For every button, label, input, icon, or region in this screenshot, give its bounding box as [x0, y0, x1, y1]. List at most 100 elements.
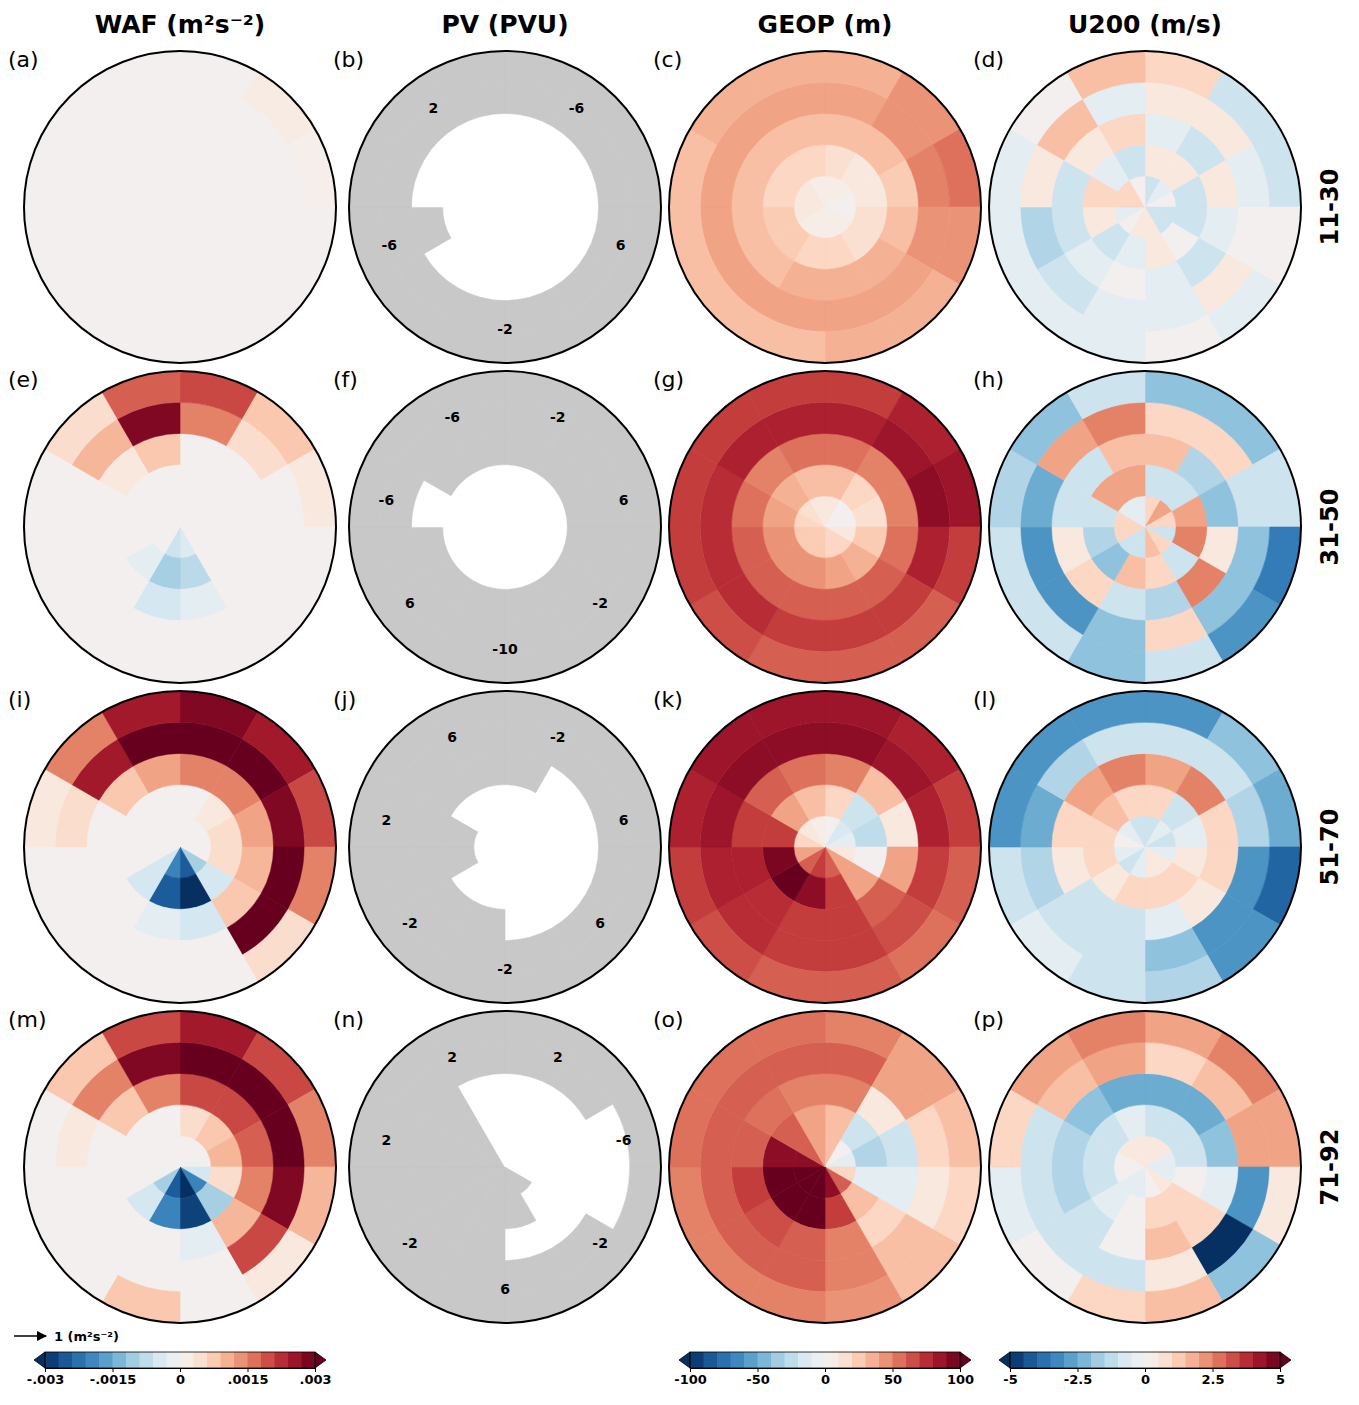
colorbar-extend	[960, 1352, 971, 1368]
panel-letter: (i)	[8, 687, 31, 712]
tick: 0	[821, 1368, 830, 1387]
cell	[370, 72, 443, 145]
tick: 100	[947, 1368, 974, 1387]
colorbar-step	[704, 1352, 718, 1368]
cell	[825, 207, 841, 238]
cell	[1067, 371, 1145, 419]
colorbar-step	[1105, 1352, 1119, 1368]
tick-label: -50	[746, 1372, 770, 1387]
map-panel	[989, 1011, 1301, 1323]
cell	[1129, 1136, 1145, 1167]
cell	[505, 207, 521, 238]
cell	[24, 527, 72, 605]
colorbar-step	[839, 1352, 853, 1368]
cells	[669, 51, 981, 363]
cell	[505, 1151, 536, 1167]
cell	[567, 72, 640, 145]
cell	[1010, 589, 1083, 662]
cell	[180, 207, 196, 238]
cell	[180, 511, 211, 527]
tick: 5	[1276, 1368, 1285, 1387]
cell	[1010, 909, 1083, 982]
row-label: 71-92	[1316, 1129, 1344, 1206]
contour-label: -6	[569, 100, 585, 116]
cell	[24, 207, 72, 285]
colorbar-step	[1024, 1352, 1038, 1368]
cell	[242, 1032, 315, 1105]
column-title: U200 (m/s)	[1068, 10, 1222, 39]
tick-label: 5	[1276, 1372, 1285, 1387]
cell	[180, 831, 211, 847]
cell	[443, 402, 505, 446]
cell	[933, 129, 981, 207]
colorbar-step	[302, 1352, 316, 1368]
colorbar-step	[879, 1352, 893, 1368]
tick: -.0015	[90, 1368, 137, 1387]
colorbar-axis: -100-50050100	[674, 1368, 974, 1387]
tick: -50	[746, 1368, 770, 1387]
colorbar-step	[288, 1352, 302, 1368]
cell	[613, 129, 661, 207]
cells	[349, 371, 661, 683]
cell	[825, 831, 856, 847]
colorbar-axis: -5-2.502.55	[1003, 1368, 1285, 1387]
colorbar-step	[785, 1352, 799, 1368]
cell	[825, 315, 903, 363]
colorbar-step	[1118, 1352, 1132, 1368]
cell	[349, 207, 397, 285]
map-ground	[349, 1011, 661, 1323]
contour-label: -6	[379, 492, 395, 508]
map-ground	[669, 51, 981, 363]
colorbar-step	[1253, 1352, 1267, 1368]
colorbar-step	[1199, 1352, 1213, 1368]
cell	[102, 51, 180, 99]
cell	[180, 635, 258, 683]
cell	[505, 315, 583, 363]
row-label: 51-70	[1316, 809, 1344, 886]
cell	[45, 269, 118, 342]
map-ground	[349, 51, 661, 363]
map-panel: 2-6-26-222	[349, 1011, 661, 1323]
cell	[613, 1089, 661, 1167]
contour-label: -2	[497, 961, 513, 977]
cell	[1145, 191, 1176, 207]
cell	[794, 1167, 825, 1183]
cell	[1253, 769, 1301, 847]
cell	[825, 191, 856, 207]
contour-label: -2	[550, 729, 566, 745]
cell	[690, 72, 763, 145]
tick-label: -.003	[27, 1372, 64, 1387]
cell	[887, 1032, 960, 1105]
cell	[1114, 207, 1145, 223]
tick: -100	[674, 1368, 707, 1387]
contour-label: 6	[405, 595, 415, 611]
tick: 2.5	[1201, 1368, 1224, 1387]
cell	[242, 712, 315, 785]
tick-label: 100	[947, 1372, 974, 1387]
map-panel	[669, 51, 981, 363]
cells	[989, 51, 1301, 363]
colorbar-step	[1091, 1352, 1105, 1368]
panel-letter: (g)	[653, 367, 684, 392]
map-panel	[669, 371, 981, 683]
cell	[1114, 1167, 1145, 1183]
cell	[489, 496, 505, 527]
cell	[690, 909, 763, 982]
cell	[45, 589, 118, 662]
cell	[1207, 72, 1280, 145]
cell	[1067, 1011, 1145, 1059]
colorbar-step	[717, 1352, 731, 1368]
cell	[370, 712, 443, 785]
colorbar-step	[59, 1352, 73, 1368]
cell	[45, 712, 118, 785]
map-panel	[669, 1011, 981, 1323]
colorbar-step	[758, 1352, 772, 1368]
cell	[1145, 1151, 1176, 1167]
cell	[24, 847, 72, 925]
cell	[1207, 1229, 1280, 1302]
tick: 0	[1141, 1368, 1150, 1387]
cell	[933, 1089, 981, 1167]
colorbar-step	[1267, 1352, 1281, 1368]
cell	[24, 1167, 72, 1245]
cell	[242, 392, 315, 465]
